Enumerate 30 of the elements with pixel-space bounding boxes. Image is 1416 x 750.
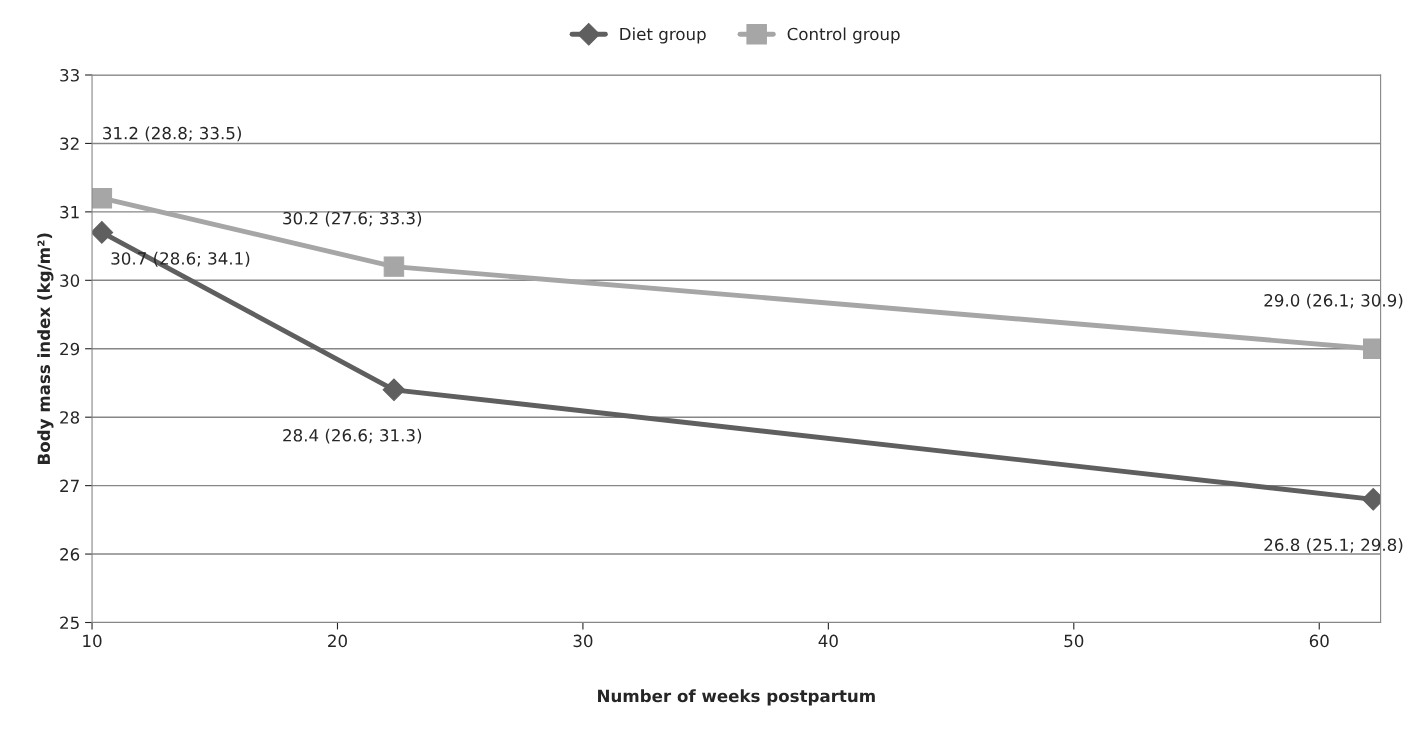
x-axis-title: Number of weeks postpartum [598, 689, 875, 706]
x-tick-label: 60 [1309, 634, 1329, 648]
data-label: 26.8 (25.1; 29.8) [1264, 538, 1403, 554]
data-label: 29.0 (26.1; 30.9) [1264, 293, 1403, 309]
point [92, 221, 114, 244]
y-tick-label: 27 [60, 479, 79, 492]
x-tick-label: 30 [573, 634, 593, 648]
point [383, 256, 405, 277]
y-tick-label: 26 [60, 548, 80, 561]
y-tick-label: 25 [60, 616, 79, 630]
data-label: 31.2 (28.8; 33.5) [103, 126, 241, 142]
legend-label: Diet group [620, 27, 706, 44]
y-tick-label: 29 [60, 342, 80, 356]
y-tick-label: 28 [60, 411, 80, 424]
x-tick-label: 40 [818, 634, 838, 648]
data-label: 30.2 (27.6; 33.3) [283, 211, 422, 227]
legend-label: Control group [787, 27, 900, 44]
y-tick-label: 30 [60, 274, 80, 287]
point [382, 378, 406, 402]
y-tick-label: 31 [60, 205, 79, 219]
x-tick-label: 20 [328, 634, 347, 648]
y-axis-title: Body mass index (kg/m²) [37, 233, 54, 464]
y-tick-label: 32 [60, 137, 79, 151]
data-label: 30.7 (28.6; 34.1) [111, 251, 250, 267]
y-tick-label: 33 [60, 68, 79, 82]
data-label: 28.4 (26.6; 31.3) [283, 428, 422, 444]
x-tick-label: 50 [1064, 634, 1084, 648]
point [92, 187, 113, 209]
x-tick-label: 10 [83, 634, 102, 648]
point [1362, 338, 1381, 359]
